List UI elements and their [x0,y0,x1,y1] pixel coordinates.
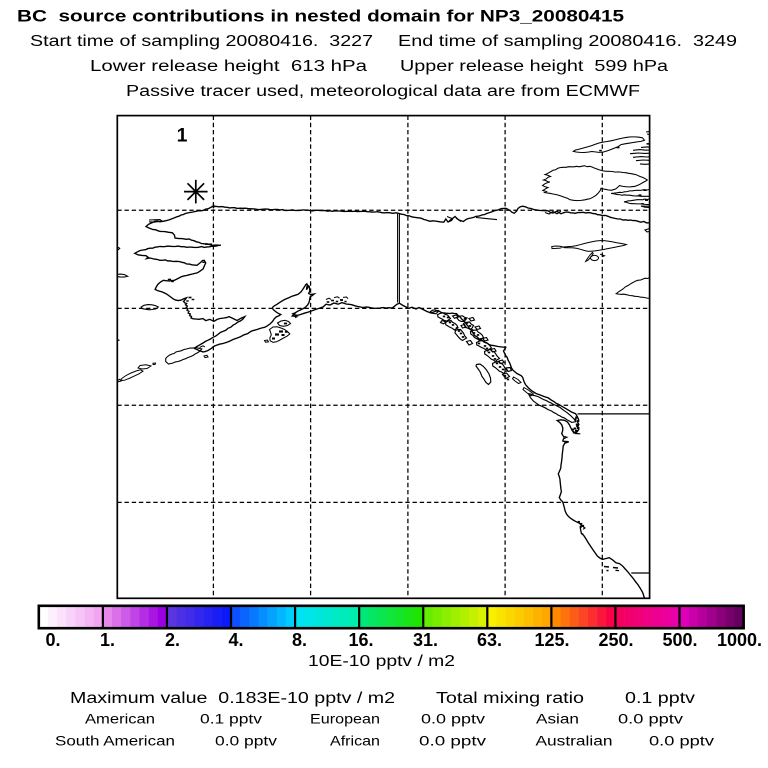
svg-text:BC source contributions in ne: BC source contributions in nested domain… [17,7,624,26]
svg-text:31.: 31. [413,630,438,650]
svg-text:End time of sampling 20080416.: End time of sampling 20080416. 3249 [398,33,737,50]
svg-text:0.: 0. [45,630,60,650]
svg-text:4.: 4. [228,630,243,650]
svg-text:8.: 8. [292,630,307,650]
svg-text:0.0 pptv: 0.0 pptv [421,712,485,727]
svg-text:16.: 16. [348,630,373,650]
svg-text:Total mixing ratio: Total mixing ratio [436,690,584,707]
svg-text:Passive tracer used, meteorolo: Passive tracer used, meteorological data… [126,83,640,100]
svg-text:Lower release height 613 hPa: Lower release height 613 hPa [90,58,367,75]
svg-text:250.: 250. [598,630,633,650]
svg-text:European: European [310,712,380,727]
svg-text:American: American [85,712,155,727]
svg-text:Maximum value 0.183E-10 pptv: Maximum value 0.183E-10 pptv / m2 [70,690,395,707]
svg-text:0.0 pptv: 0.0 pptv [419,734,486,749]
svg-text:1.: 1. [100,630,115,650]
svg-text:0.1 pptv: 0.1 pptv [200,712,262,727]
svg-text:10E-10 pptv / m2: 10E-10 pptv / m2 [308,653,455,670]
svg-text:0.0 pptv: 0.0 pptv [215,734,277,749]
svg-text:0.0 pptv: 0.0 pptv [618,712,683,727]
svg-text:63.: 63. [477,630,502,650]
svg-text:1000.: 1000. [717,630,762,650]
svg-text:Asian: Asian [536,712,579,727]
svg-text:125.: 125. [534,630,569,650]
svg-text:2.: 2. [165,630,180,650]
svg-text:0.1 pptv: 0.1 pptv [625,690,695,707]
svg-text:1: 1 [177,125,188,147]
svg-text:South American: South American [55,734,175,749]
svg-text:Start time of sampling 2008041: Start time of sampling 20080416. 3227 [30,33,373,50]
svg-text:Australian: Australian [536,734,613,749]
svg-text:500.: 500. [662,630,697,650]
svg-text:African: African [330,734,380,749]
svg-text:Upper release height 599 hPa: Upper release height 599 hPa [400,58,668,75]
svg-text:0.0 pptv: 0.0 pptv [649,734,714,749]
